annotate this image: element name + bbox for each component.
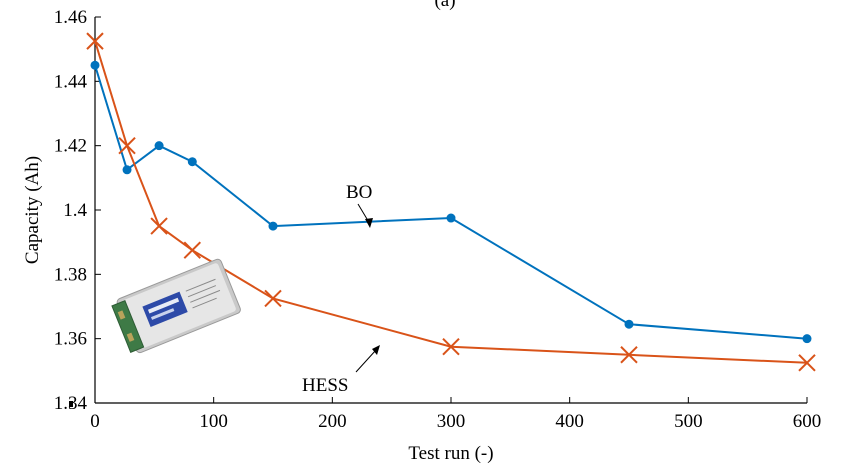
data-point-hess: [183, 241, 202, 259]
data-point-hess: [118, 136, 136, 155]
series-layer: [86, 32, 816, 372]
x-tick-label: 200: [318, 411, 347, 432]
data-point-hess: [620, 346, 638, 364]
data-point-bo: [90, 60, 100, 70]
x-tick-label: 600: [793, 411, 822, 432]
x-tick-label: 400: [555, 411, 584, 432]
annotation-hess: HESS: [302, 375, 348, 396]
y-tick-label: 1.36: [54, 329, 87, 350]
data-point-bo: [446, 213, 456, 223]
annotation-hess-arrow: [355, 349, 377, 373]
y-tick-label: 1.38: [54, 264, 87, 285]
corner-mark: [69, 401, 73, 407]
data-point-hess: [798, 354, 816, 372]
series-line-bo: [94, 64, 808, 340]
axis-tick-labels: 01002003004005006001.341.361.381.41.421.…: [54, 7, 822, 432]
data-point-bo: [802, 334, 812, 344]
y-tick-label: 1.42: [54, 136, 87, 157]
x-tick-label: 100: [199, 411, 228, 432]
x-tick-label: 500: [674, 411, 703, 432]
data-point-bo: [154, 141, 164, 151]
y-tick-label: 1.44: [54, 71, 88, 92]
y-axis-label: Capacity (Ah): [22, 156, 43, 264]
data-point-bo: [122, 165, 132, 175]
data-point-bo: [624, 319, 634, 329]
data-point-hess: [442, 338, 460, 356]
battery-photo: [111, 258, 241, 354]
x-tick-label: 0: [90, 411, 100, 432]
x-axis-label: Test run (-): [408, 443, 493, 464]
data-point-hess: [264, 289, 282, 308]
series-line-hess: [94, 40, 808, 364]
axis-ticks: [94, 16, 808, 404]
y-tick-label: 1.4: [63, 200, 87, 221]
annotation-hess-arrowhead: [372, 345, 380, 355]
annotation-bo-arrowhead: [365, 218, 373, 228]
data-point-hess: [86, 32, 104, 50]
data-point-bo: [268, 221, 278, 231]
x-tick-label: 300: [437, 411, 466, 432]
annotation-bo: BO: [346, 182, 372, 203]
data-point-hess: [150, 217, 168, 235]
data-point-bo: [187, 157, 197, 167]
hess-label-bg: [298, 368, 362, 394]
y-tick-label: 1.46: [54, 7, 87, 28]
chart-title: (a): [434, 0, 455, 11]
